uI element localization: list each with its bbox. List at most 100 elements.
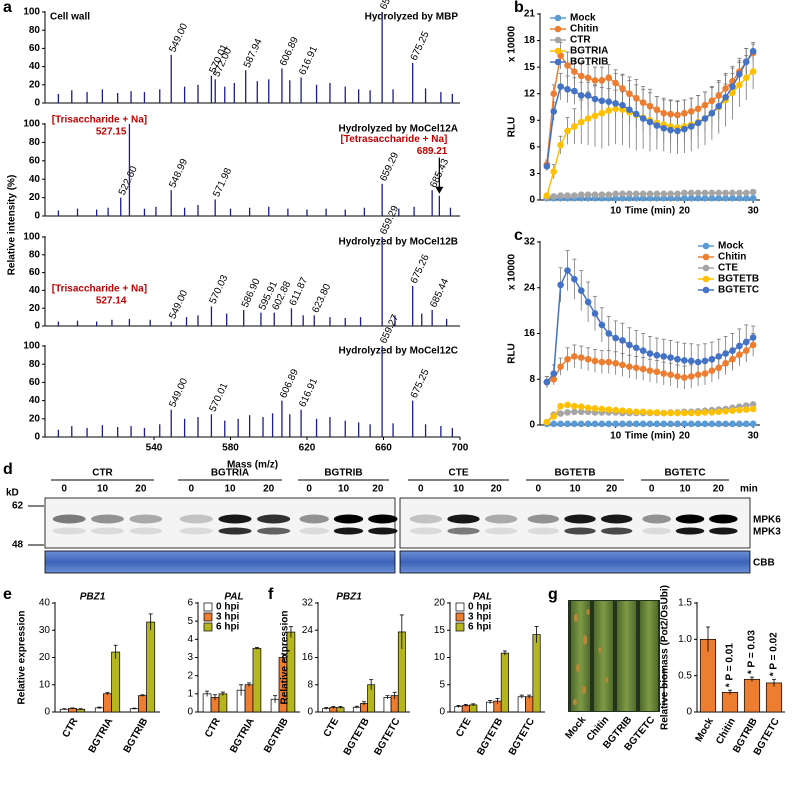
data-point: [577, 408, 585, 416]
data-point: [543, 418, 551, 426]
data-point: [742, 347, 750, 354]
data-point: [681, 109, 688, 117]
peak-label: 571.98: [211, 166, 234, 199]
legend-swatch: [203, 612, 213, 622]
y-tick-label: 32: [302, 598, 314, 609]
data-point: [571, 408, 578, 416]
data-point: [736, 194, 743, 202]
data-point: [571, 68, 578, 75]
x-tick-label: 20: [679, 431, 691, 442]
band: [129, 527, 163, 535]
legend-swatch: [203, 602, 213, 612]
y-tick-label: 100: [23, 119, 40, 130]
y-tick-label: 0: [529, 420, 535, 431]
x-tick-label: 580: [222, 443, 239, 454]
data-point: [653, 368, 661, 376]
data-point: [722, 420, 729, 428]
bar: [765, 682, 783, 713]
y-tick-label: 20: [29, 192, 41, 203]
x-tick-label: BGTETB: [342, 716, 372, 757]
x-tick-label: BGTETC: [372, 716, 402, 757]
data-point: [591, 112, 599, 120]
group-label: BGTRIB: [324, 468, 362, 479]
band: [129, 514, 163, 524]
group-label: CTE: [449, 468, 469, 479]
data-point: [708, 189, 716, 197]
legend-swatch: [455, 622, 465, 632]
data-point: [646, 409, 654, 416]
data-point: [701, 101, 709, 109]
data-point: [681, 194, 688, 202]
band: [642, 514, 671, 524]
y-tick-label: 100: [23, 232, 40, 243]
data-point: [708, 355, 716, 363]
data-point: [701, 194, 709, 202]
data-point: [564, 409, 571, 416]
data-point: [605, 74, 613, 82]
data-point: [543, 378, 551, 386]
data-point: [742, 338, 750, 346]
data-point: [674, 355, 681, 363]
y-tick-label: 6: [529, 141, 535, 152]
x-tick-label: BGTRIA: [228, 716, 257, 755]
peak-label: 659.28: [378, 0, 401, 11]
data-point: [715, 189, 723, 197]
panel-letter: g: [548, 586, 558, 603]
marker-label: 48: [12, 540, 24, 551]
data-point: [584, 355, 592, 363]
data-point: [667, 110, 674, 118]
marker-label: 62: [12, 501, 24, 512]
data-point: [584, 115, 592, 122]
y-tick-label: 60: [29, 155, 41, 166]
data-point: [612, 100, 619, 107]
data-point: [749, 194, 757, 202]
data-point: [701, 357, 709, 365]
peak-label: 616.91: [297, 44, 320, 77]
legend-marker: [554, 58, 562, 66]
data-point: [639, 99, 647, 106]
y-tick-label: 5: [439, 679, 445, 690]
data-point: [708, 194, 716, 202]
data-point: [571, 123, 578, 130]
data-point: [667, 371, 674, 378]
data-point: [612, 190, 619, 198]
band: [218, 527, 252, 535]
time-label: 0: [418, 484, 424, 495]
band: [600, 514, 633, 524]
data-point: [667, 354, 674, 361]
y-tick-label: 60: [29, 267, 41, 278]
peak-label: 685.44: [428, 277, 451, 310]
band: [257, 527, 291, 535]
band: [709, 527, 738, 535]
y-axis-label: Relative biomass (Pot2/OsUbi): [660, 585, 671, 730]
legend-label: 3 hpi: [216, 612, 240, 623]
y-tick-label: 5: [187, 616, 193, 627]
time-label: 10: [224, 484, 236, 495]
band: [368, 527, 398, 535]
data-point: [694, 119, 702, 127]
data-point: [653, 106, 661, 113]
data-point: [736, 189, 743, 197]
data-point: [557, 141, 564, 149]
data-point: [715, 420, 723, 428]
band: [333, 527, 364, 535]
peak-label: 570.03: [208, 273, 231, 306]
data-point: [571, 420, 578, 428]
data-point: [749, 47, 757, 55]
legend-marker: [702, 264, 710, 272]
y-tick-label: 1.0: [678, 634, 692, 645]
band: [91, 514, 124, 524]
y-tick-label: 60: [29, 377, 41, 388]
data-point: [605, 358, 613, 366]
data-point: [667, 420, 674, 428]
bar: [138, 695, 147, 713]
data-point: [605, 107, 613, 114]
data-point: [632, 344, 640, 352]
data-point: [598, 321, 606, 329]
chart-title: PBZ1: [336, 592, 362, 603]
band: [485, 514, 518, 524]
data-point: [749, 334, 757, 341]
annotation: [Tetrasaccharide + Na]: [341, 134, 448, 145]
legend-label: BGTRIB: [570, 57, 608, 68]
data-point: [639, 190, 647, 198]
